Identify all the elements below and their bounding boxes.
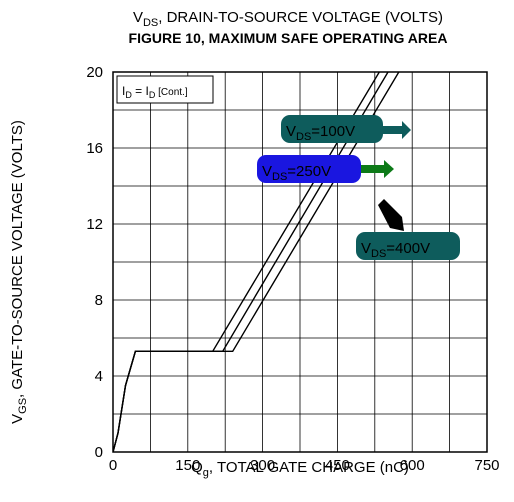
annotation-100v: VDS=100V [281, 115, 411, 143]
annotation-250v: VDS=250V [257, 155, 394, 183]
x-tick-label: 150 [175, 457, 200, 474]
x-tick-label: 600 [400, 457, 425, 474]
condition-legend-text: ID = ID [Cont.] [122, 84, 188, 100]
title-top-sub: DS [143, 17, 158, 29]
condition-legend: ID = ID [Cont.] [116, 75, 214, 104]
annotation-100v-box [281, 115, 383, 143]
annotation-100v-arrow [383, 121, 411, 139]
x-axis-label: Qg, TOTAL GATE CHARGE (nC) [191, 459, 409, 479]
y-tick-label: 4 [95, 368, 103, 385]
x-tick-labels: 0 150 300 450 600 750 [109, 457, 500, 474]
annotation-250v-label: VDS=250V [262, 163, 331, 183]
y-tick-labels: 0 4 8 12 16 20 [86, 64, 103, 461]
y-tick-label: 0 [95, 444, 103, 461]
plot-frame [112, 71, 488, 453]
x-tick-label: 450 [325, 457, 350, 474]
annotation-400v-box [356, 232, 460, 260]
chart-title: FIGURE 10, MAXIMUM SAFE OPERATING AREA [129, 30, 448, 46]
annotation-400v-arrow [378, 199, 404, 231]
title-top-v: V [133, 9, 143, 26]
x-tick-label: 300 [250, 457, 275, 474]
y-axis-label: VGS, GATE-TO-SOURCE VOLTAGE (VOLTS) [9, 120, 29, 424]
x-tick-label: 750 [474, 457, 499, 474]
annotation-400v-label: VDS=400V [361, 240, 430, 260]
y-tick-label: 12 [86, 216, 103, 233]
series-line-2 [113, 72, 400, 452]
annotation-100v-label: VDS=100V [286, 123, 355, 143]
y-tick-label: 8 [95, 292, 103, 309]
annotation-250v-box [257, 155, 361, 183]
chart-title-top: VDS, DRAIN-TO-SOURCE VOLTAGE (VOLTS) [133, 9, 443, 29]
condition-legend-box [116, 75, 214, 104]
x-tick-label: 0 [109, 457, 117, 474]
title-top-rest: , DRAIN-TO-SOURCE VOLTAGE (VOLTS) [158, 9, 443, 26]
annotation-250v-arrow [361, 160, 394, 178]
curves [113, 72, 400, 452]
y-tick-label: 16 [86, 140, 103, 157]
annotation-400v: VDS=400V [356, 199, 460, 260]
y-tick-label: 20 [86, 64, 103, 81]
